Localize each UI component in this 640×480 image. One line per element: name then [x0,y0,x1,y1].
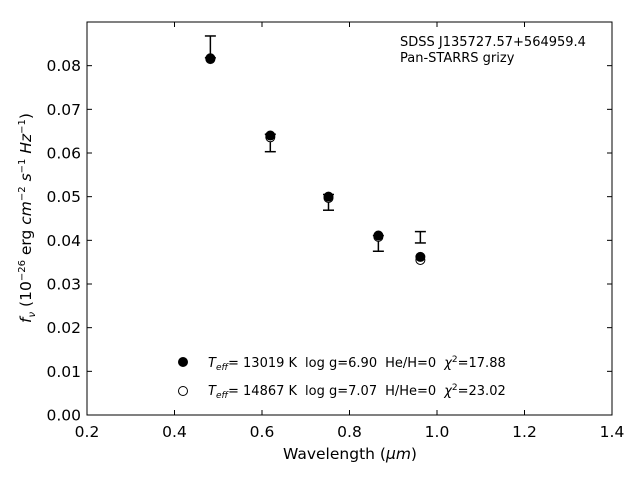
legend-2-chi-symbol: χ [443,384,453,399]
y-tick-label: 0.07 [46,101,81,119]
y-tick-label: 0.01 [46,363,81,381]
model-point-filled [205,53,216,64]
x-tick-label: 0.4 [162,423,187,441]
x-tick-label: 0.6 [250,423,275,441]
legend-marker-open [178,386,188,396]
x-axis-label-text: Wavelength ( [283,445,386,463]
legend-2-composition: H/He=0 [385,384,436,399]
model-point-filled [373,230,384,241]
y-label-mid2: erg [17,225,35,260]
error-bars [204,35,426,252]
y-label-exp3: −1 [17,159,28,174]
data-points [205,53,426,265]
y-label-mid1: (10 [17,281,35,312]
annotation-line-2: Pan-STARRS grizy [400,51,515,66]
model-point-filled [415,251,426,262]
x-axis-label-close: ) [411,445,417,463]
x-axis-label-unit: μm [385,445,411,463]
x-tick-label: 0.8 [337,423,362,441]
y-tick-label: 0.00 [46,407,81,425]
y-tick-label: 0.08 [46,57,81,75]
legend-1-teff-value: = 13019 K [228,356,298,371]
y-label-exp2: −2 [17,186,28,201]
y-label-exp4: −1 [17,119,28,134]
y-axis-label: fν (10−26 erg cm−2 s−1 Hz−1) [17,113,38,323]
legend-1-chi-value: =17.88 [458,356,506,371]
y-label-cm: cm [17,201,35,225]
y-tick-label: 0.06 [46,145,81,163]
legend-2-chi-sup: 2 [452,383,458,393]
legend-2-logg: log g=7.07 [305,384,377,399]
legend-2-teff-value: = 14867 K [228,384,298,399]
y-tick-label: 0.05 [46,188,81,206]
y-label-f: f [17,315,35,323]
x-axis-label: Wavelength (μm) [283,445,417,463]
legend-marker-filled [178,357,188,367]
x-tick-label: 1.0 [425,423,450,441]
y-label-s: s [17,173,35,186]
ticks: 0.2 0.4 0.6 0.8 1.0 1.2 1.4 0.00 0.01 0.02 0.03 0.0… [46,22,624,441]
legend-entry-2: Teff= 14867 K log g=7.07 H/He=0 χ2=23.02 [208,383,506,401]
legend-1-composition: He/H=0 [385,356,436,371]
y-label-close: ) [17,113,35,119]
y-label-exp1: −26 [17,260,28,281]
y-tick-label: 0.02 [46,319,81,337]
x-tick-label: 0.2 [75,423,100,441]
y-tick-label: 0.03 [46,276,81,294]
model-point-filled [323,191,334,202]
y-label-nu: ν [27,311,38,317]
annotation-line-1: SDSS J135727.57+564959.4 [400,35,586,50]
y-tick-label: 0.04 [46,232,81,250]
x-tick-label: 1.4 [600,423,625,441]
x-tick-label: 1.2 [512,423,537,441]
legend-1-chi-sup: 2 [452,355,458,365]
model-point-filled [265,130,276,141]
y-label-hz: Hz [17,133,35,159]
legend-1-teff-symbol: T [208,356,217,371]
legend-1-logg: log g=6.90 [305,356,377,371]
legend-2-chi-value: =23.02 [458,384,506,399]
legend-2-teff-sub: eff [216,391,230,401]
legend-2-teff-symbol: T [208,384,217,399]
legend-1-teff-sub: eff [216,363,230,373]
legend-1-chi-symbol: χ [443,356,453,371]
legend-entry-1: Teff= 13019 K log g=6.90 He/H=0 χ2=17.88 [208,355,506,373]
